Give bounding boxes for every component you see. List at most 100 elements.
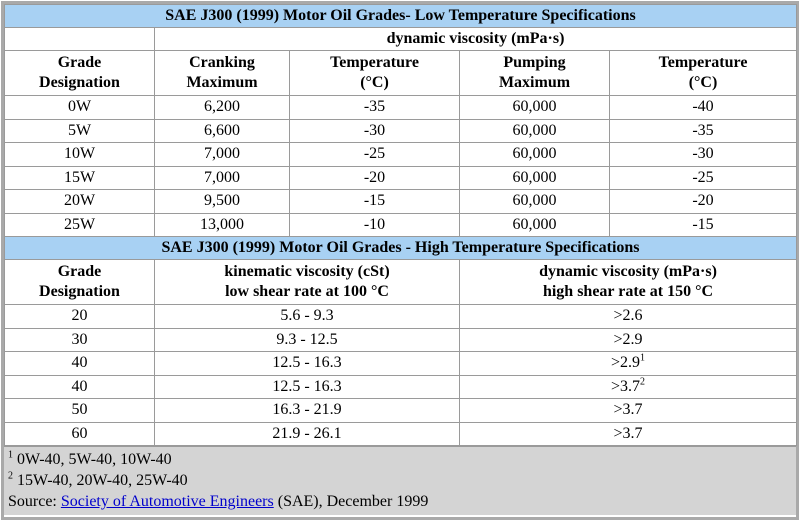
data-cell: -15 — [289, 189, 460, 214]
data-cell: -30 — [608, 142, 798, 167]
dynamic-value: >2.9 — [610, 354, 641, 372]
header-line: low shear rate at 100 °C — [225, 283, 389, 300]
grade-cell: 20 — [4, 304, 155, 329]
data-cell: 10W — [4, 142, 155, 167]
footnote: 1 0W-40, 5W-40, 10W-40 — [8, 449, 792, 470]
data-cell: -35 — [608, 118, 798, 143]
dynamic-cell: >3.7 — [458, 398, 798, 423]
kinematic-cell: 16.3 - 21.9 — [154, 398, 460, 423]
grade-cell: 60 — [4, 421, 155, 446]
header-line: high shear rate at 150 °C — [542, 283, 714, 300]
data-cell: 60,000 — [459, 95, 610, 120]
data-cell: -20 — [289, 165, 460, 190]
footnote-marker: 1 — [8, 449, 13, 461]
column-header: Temperature (°C) — [289, 50, 460, 96]
table-title: SAE J300 (1999) Motor Oil Grades - High … — [3, 236, 798, 260]
grade-cell: 50 — [4, 398, 155, 423]
data-row: 0W 6,200 -35 60,000 -40 — [4, 95, 798, 120]
dynamic-value: >2.9 — [613, 330, 643, 348]
header-line: dynamic viscosity (mPa·s) — [539, 263, 717, 280]
header-line: Maximum — [498, 74, 571, 91]
footnote: 2 15W-40, 20W-40, 25W-40 — [8, 470, 792, 491]
data-cell: 0W — [4, 95, 155, 120]
data-cell: 13,000 — [154, 212, 290, 237]
data-row: 5W 6,600 -30 60,000 -35 — [4, 118, 798, 143]
data-cell: 20W — [4, 189, 155, 214]
data-cell: -10 — [289, 212, 460, 237]
data-cell: -35 — [289, 95, 460, 120]
group-header: dynamic viscosity (mPa·s) — [153, 27, 798, 51]
data-row: 40 12.5 - 16.3 >2.91 — [4, 351, 798, 376]
source-line: Source: Society of Automotive Engineers … — [8, 491, 792, 512]
data-row: 40 12.5 - 16.3 >3.72 — [4, 374, 798, 399]
header-line: Grade — [57, 263, 102, 280]
header-line: (°C) — [360, 74, 389, 91]
header-line: Designation — [39, 74, 120, 91]
grade-cell: 40 — [4, 374, 155, 399]
data-row: 15W 7,000 -20 60,000 -25 — [4, 165, 798, 190]
data-row: 20W 9,500 -15 60,000 -20 — [4, 189, 798, 214]
spec-table: SAE J300 (1999) Motor Oil Grades- Low Te… — [3, 4, 798, 446]
footnote-marker: 1 — [640, 352, 646, 364]
source-link[interactable]: Society of Automotive Engineers — [60, 493, 274, 510]
header-cell — [4, 27, 155, 51]
header-line: Temperature — [330, 54, 419, 71]
grade-cell: 30 — [4, 327, 155, 352]
column-header: dynamic viscosity (mPa·s) high shear rate… — [458, 259, 798, 305]
data-cell: -30 — [289, 118, 460, 143]
data-cell: 60,000 — [459, 165, 610, 190]
footnote-marker: 2 — [8, 470, 13, 482]
header-line: Cranking — [189, 54, 255, 71]
dynamic-value: >3.7 — [613, 424, 643, 442]
dynamic-cell: >3.7 — [458, 421, 798, 446]
data-row: 10W 7,000 -25 60,000 -30 — [4, 142, 798, 167]
footnote-text: 0W-40, 5W-40, 10W-40 — [17, 451, 172, 468]
data-cell: -15 — [608, 212, 798, 237]
data-row: 60 21.9 - 26.1 >3.7 — [4, 421, 798, 446]
kinematic-cell: 12.5 - 16.3 — [154, 374, 460, 399]
data-cell: -25 — [289, 142, 460, 167]
dynamic-value: >3.7 — [610, 377, 641, 395]
header-row: Grade Designation Cranking Maximum Temperatu… — [4, 50, 798, 96]
data-cell: 7,000 — [154, 142, 290, 167]
footnote-text: 15W-40, 20W-40, 25W-40 — [17, 472, 188, 489]
dynamic-cell: >2.6 — [458, 304, 798, 329]
column-header: Temperature (°C) — [608, 50, 798, 96]
data-cell: 60,000 — [459, 118, 610, 143]
data-row: 50 16.3 - 21.9 >3.7 — [4, 398, 798, 423]
data-cell: -25 — [608, 165, 798, 190]
data-cell: 5W — [4, 118, 155, 143]
column-header: Cranking Maximum — [154, 50, 290, 96]
header-line: Temperature — [658, 54, 748, 71]
data-cell: 60,000 — [459, 142, 610, 167]
title-row: SAE J300 (1999) Motor Oil Grades- Low Te… — [3, 4, 798, 28]
data-row: 30 9.3 - 12.5 >2.9 — [4, 327, 798, 352]
dynamic-value: >2.6 — [613, 307, 643, 325]
source-prefix: Source: — [8, 493, 57, 510]
header-line: Pumping — [503, 54, 566, 71]
column-header: Pumping Maximum — [459, 50, 610, 96]
footer: 1 0W-40, 5W-40, 10W-40 2 15W-40, 20W-40, … — [4, 446, 796, 515]
title-row: SAE J300 (1999) Motor Oil Grades - High … — [3, 236, 798, 260]
data-cell: 6,600 — [154, 118, 290, 143]
table-title: SAE J300 (1999) Motor Oil Grades- Low Te… — [3, 4, 798, 28]
data-cell: 6,200 — [154, 95, 290, 120]
source-suffix: (SAE), December 1999 — [277, 493, 429, 510]
header-line: Grade — [57, 54, 102, 71]
group-header-row: dynamic viscosity (mPa·s) — [4, 27, 798, 51]
header-row: Grade Designation kinematic viscosity (cSt… — [4, 259, 798, 305]
data-cell: 60,000 — [459, 212, 610, 237]
data-cell: -20 — [608, 189, 798, 214]
data-cell: 15W — [4, 165, 155, 190]
column-header: Grade Designation — [4, 259, 155, 305]
footnote-marker: 2 — [640, 376, 646, 388]
header-line: (°C) — [688, 74, 718, 91]
column-header: kinematic viscosity (cSt) low shear rate … — [154, 259, 460, 305]
data-row: 25W 13,000 -10 60,000 -15 — [4, 212, 798, 237]
kinematic-cell: 5.6 - 9.3 — [154, 304, 460, 329]
kinematic-cell: 9.3 - 12.5 — [154, 327, 460, 352]
dynamic-cell: >2.9 — [458, 327, 798, 352]
grade-cell: 40 — [4, 351, 155, 376]
data-row: 20 5.6 - 9.3 >2.6 — [4, 304, 798, 329]
